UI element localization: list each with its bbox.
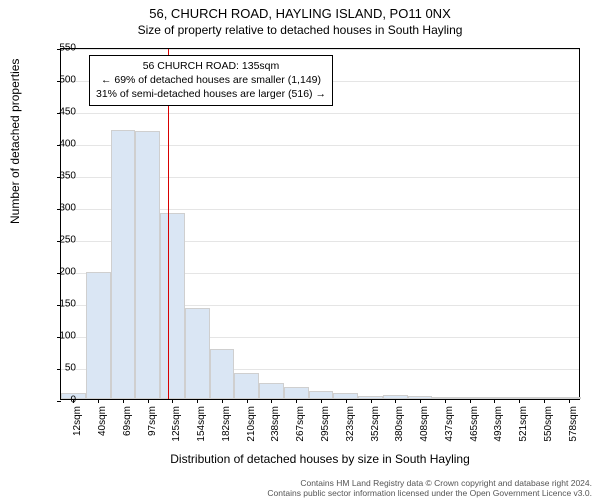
histogram-bar bbox=[309, 391, 334, 399]
x-tick-mark bbox=[420, 399, 421, 403]
annotation-line-2: ← 69% of detached houses are smaller (1,… bbox=[96, 73, 326, 87]
x-tick-label: 521sqm bbox=[518, 406, 529, 454]
x-tick-mark bbox=[321, 399, 322, 403]
x-tick-mark bbox=[544, 399, 545, 403]
chart-title-main: 56, CHURCH ROAD, HAYLING ISLAND, PO11 0N… bbox=[0, 0, 600, 21]
x-tick-mark bbox=[519, 399, 520, 403]
x-tick-label: 267sqm bbox=[295, 406, 306, 454]
y-tick-label: 0 bbox=[46, 395, 76, 406]
y-tick-label: 550 bbox=[46, 43, 76, 54]
x-tick-mark bbox=[346, 399, 347, 403]
histogram-bar bbox=[86, 272, 111, 399]
x-tick-mark bbox=[445, 399, 446, 403]
x-tick-label: 578sqm bbox=[568, 406, 579, 454]
x-tick-mark bbox=[98, 399, 99, 403]
histogram-bar bbox=[185, 308, 210, 399]
y-tick-label: 350 bbox=[46, 171, 76, 182]
x-axis-label: Distribution of detached houses by size … bbox=[60, 452, 580, 466]
x-tick-label: 550sqm bbox=[543, 406, 554, 454]
x-tick-label: 465sqm bbox=[469, 406, 480, 454]
x-tick-label: 437sqm bbox=[444, 406, 455, 454]
y-tick-label: 100 bbox=[46, 331, 76, 342]
y-tick-label: 500 bbox=[46, 75, 76, 86]
histogram-bar bbox=[160, 213, 185, 399]
footer-line-2: Contains public sector information licen… bbox=[267, 488, 592, 498]
histogram-bar bbox=[259, 383, 284, 399]
x-tick-label: 380sqm bbox=[394, 406, 405, 454]
x-tick-label: 323sqm bbox=[345, 406, 356, 454]
histogram-bar bbox=[234, 373, 259, 399]
histogram-chart: 56, CHURCH ROAD, HAYLING ISLAND, PO11 0N… bbox=[0, 0, 600, 500]
x-tick-label: 40sqm bbox=[97, 406, 108, 454]
x-tick-mark bbox=[371, 399, 372, 403]
x-tick-label: 408sqm bbox=[419, 406, 430, 454]
x-tick-mark bbox=[271, 399, 272, 403]
x-tick-label: 69sqm bbox=[122, 406, 133, 454]
x-tick-mark bbox=[470, 399, 471, 403]
histogram-bar bbox=[210, 349, 235, 399]
x-tick-label: 352sqm bbox=[370, 406, 381, 454]
x-tick-label: 493sqm bbox=[493, 406, 504, 454]
x-tick-label: 125sqm bbox=[171, 406, 182, 454]
chart-title-sub: Size of property relative to detached ho… bbox=[0, 21, 600, 37]
annotation-line-1: 56 CHURCH ROAD: 135sqm bbox=[96, 59, 326, 73]
plot-area: 56 CHURCH ROAD: 135sqm ← 69% of detached… bbox=[60, 48, 580, 400]
histogram-bar bbox=[111, 130, 136, 399]
x-tick-label: 182sqm bbox=[221, 406, 232, 454]
y-tick-label: 150 bbox=[46, 299, 76, 310]
y-tick-label: 250 bbox=[46, 235, 76, 246]
annotation-line-3: 31% of semi-detached houses are larger (… bbox=[96, 87, 326, 101]
histogram-bar bbox=[284, 387, 309, 399]
gridline bbox=[61, 49, 579, 50]
footer-line-1: Contains HM Land Registry data © Crown c… bbox=[267, 478, 592, 488]
x-tick-mark bbox=[395, 399, 396, 403]
y-tick-label: 450 bbox=[46, 107, 76, 118]
y-tick-label: 300 bbox=[46, 203, 76, 214]
x-tick-label: 295sqm bbox=[320, 406, 331, 454]
x-tick-label: 12sqm bbox=[72, 406, 83, 454]
x-tick-mark bbox=[296, 399, 297, 403]
footer-attribution: Contains HM Land Registry data © Crown c… bbox=[267, 478, 592, 498]
x-tick-mark bbox=[148, 399, 149, 403]
annotation-box: 56 CHURCH ROAD: 135sqm ← 69% of detached… bbox=[89, 55, 333, 106]
histogram-bar bbox=[135, 131, 160, 399]
x-tick-label: 154sqm bbox=[196, 406, 207, 454]
x-tick-mark bbox=[569, 399, 570, 403]
x-tick-mark bbox=[197, 399, 198, 403]
y-axis-label: Number of detached properties bbox=[8, 59, 22, 224]
x-tick-mark bbox=[172, 399, 173, 403]
x-tick-label: 238sqm bbox=[270, 406, 281, 454]
y-tick-label: 200 bbox=[46, 267, 76, 278]
x-tick-mark bbox=[247, 399, 248, 403]
y-tick-label: 400 bbox=[46, 139, 76, 150]
gridline bbox=[61, 113, 579, 114]
x-tick-mark bbox=[222, 399, 223, 403]
x-tick-label: 97sqm bbox=[147, 406, 158, 454]
x-tick-label: 210sqm bbox=[246, 406, 257, 454]
y-tick-label: 50 bbox=[46, 363, 76, 374]
x-tick-mark bbox=[123, 399, 124, 403]
x-tick-mark bbox=[494, 399, 495, 403]
